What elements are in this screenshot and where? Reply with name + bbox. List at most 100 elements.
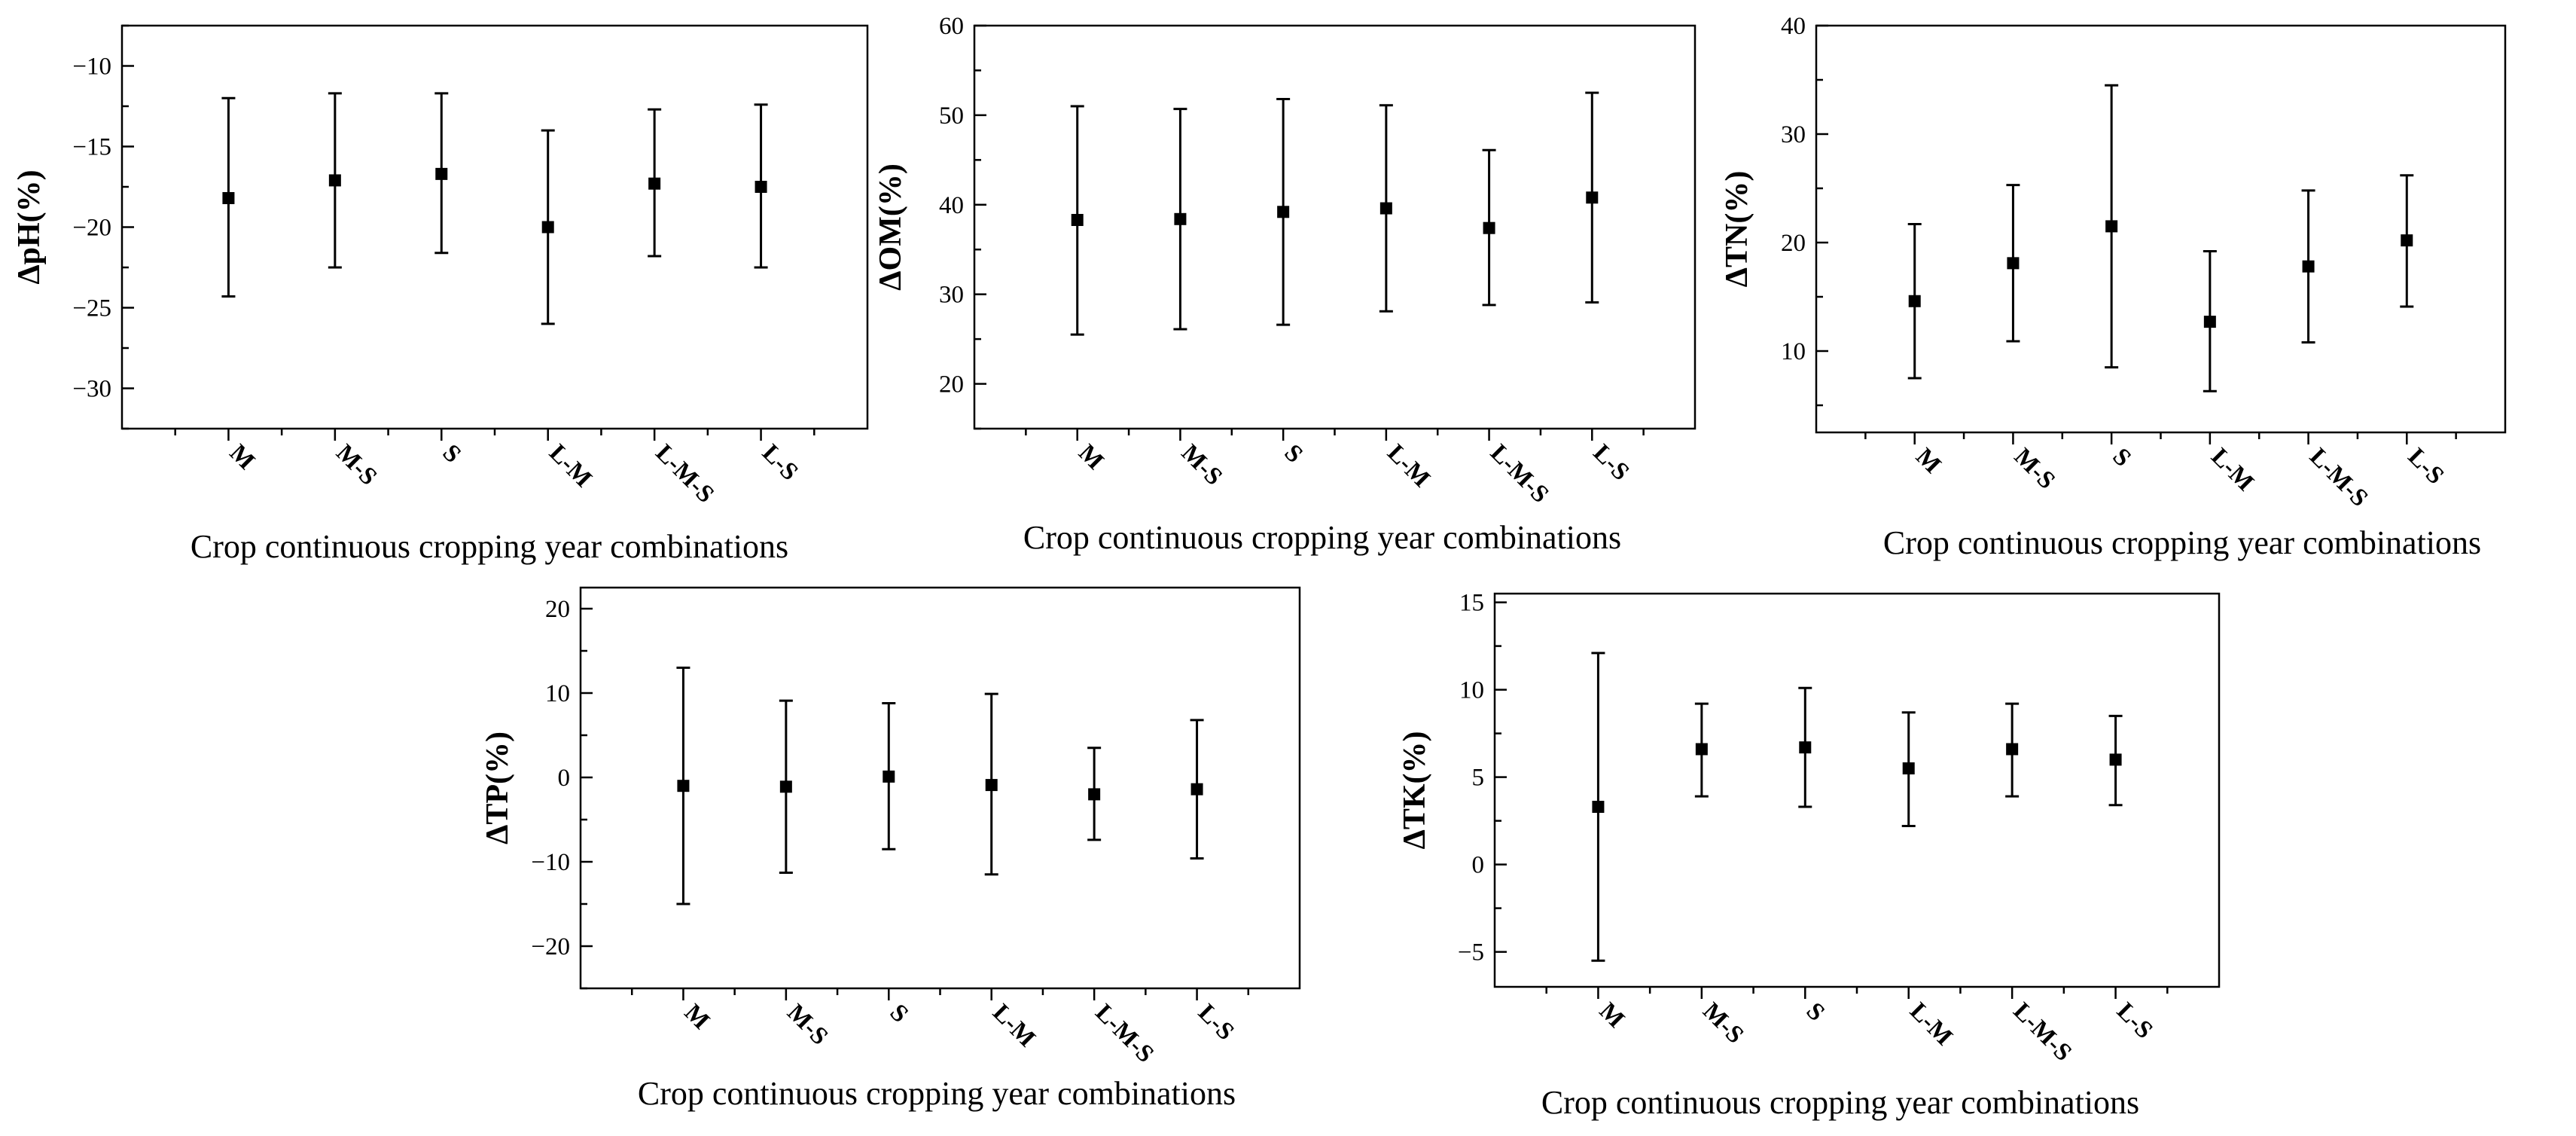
x-category-label: L-M (987, 999, 1041, 1052)
mean-marker-L-M (1902, 762, 1915, 774)
mean-marker-L-S (1586, 191, 1599, 204)
y-tick-label: 10 (1459, 677, 1484, 704)
x-category-label: L-S (2403, 443, 2449, 490)
x-axis-title: Crop continuous cropping year combinatio… (191, 528, 788, 565)
y-axis-title: ΔTP(%) (480, 731, 515, 844)
mean-marker-L-M (2203, 316, 2216, 328)
mean-marker-L-M-S (648, 177, 661, 190)
x-category-label: M (1073, 439, 1108, 475)
mean-marker-S (1277, 206, 1290, 218)
x-category-label: L-M (544, 439, 597, 493)
mean-marker-M-S (328, 174, 341, 187)
x-category-label: M-S (331, 439, 382, 490)
x-category-label: M-S (2009, 443, 2060, 494)
x-category-label: S (885, 999, 913, 1028)
mean-marker-M (1592, 801, 1605, 814)
mean-marker-L-M-S (2006, 743, 2019, 756)
x-category-label: M-S (782, 999, 833, 1050)
y-tick-label: 50 (939, 102, 964, 130)
x-category-label: L-S (757, 439, 803, 486)
chart-tn: 10 20 30 40 M M-S S L-M L-M-S L-S ΔTN(%) Crop conti… (1720, 13, 2507, 561)
x-category-label: L-S (1193, 999, 1239, 1046)
mean-marker-M (1908, 295, 1921, 307)
mean-marker-M (1071, 213, 1084, 226)
y-tick-label: 20 (545, 596, 570, 623)
y-axis-title: ΔTN(%) (1720, 171, 1754, 288)
y-tick-label: −10 (72, 53, 111, 81)
mean-marker-M-S (779, 780, 792, 793)
y-tick-label: 40 (939, 192, 964, 219)
y-axis-title: ΔTK(%) (1398, 731, 1432, 850)
chart-ph: −30 −25 −20 −15 −10 M M-S S L-M L-M-S L-S ΔpH(%) Cro… (12, 24, 869, 565)
y-tick-label: −30 (72, 376, 111, 403)
mean-marker-L-S (2401, 234, 2413, 247)
mean-marker-M (222, 191, 235, 204)
x-category-label: M (1594, 997, 1629, 1033)
y-tick-label: 20 (939, 371, 964, 399)
x-category-label: M (679, 999, 715, 1034)
x-axis-title: Crop continuous cropping year combinatio… (1883, 524, 2481, 561)
mean-marker-L-M (985, 779, 998, 792)
y-tick-label: 10 (545, 680, 570, 707)
y-tick-label: 0 (1472, 852, 1485, 879)
y-tick-label: 10 (1781, 338, 1806, 365)
chart-tk: −5 0 5 10 15 M M-S S L-M L-M-S L-S ΔTK(%) Crop conti… (1398, 590, 2221, 1121)
x-axis-title: Crop continuous cropping year combinatio… (638, 1075, 1236, 1112)
x-category-label: M (224, 439, 260, 475)
y-tick-label: −25 (72, 295, 111, 322)
mean-marker-L-M-S (1088, 788, 1101, 801)
x-category-label: M (1910, 443, 1946, 478)
y-tick-label: −5 (1458, 939, 1484, 967)
y-axis-title: ΔpH(%) (12, 169, 47, 284)
x-category-label: S (437, 439, 466, 468)
x-category-label: L-S (1588, 439, 1635, 486)
y-tick-label: 0 (558, 765, 571, 792)
mean-marker-M-S (1174, 212, 1187, 225)
y-tick-label: −10 (531, 849, 570, 876)
plot-frame (973, 24, 1697, 430)
mean-marker-L-S (2109, 753, 2122, 766)
x-axis-title: Crop continuous cropping year combinatio… (1023, 519, 1621, 556)
mean-marker-M-S (1695, 743, 1708, 756)
y-tick-label: 30 (1781, 121, 1806, 148)
x-category-label: S (2107, 443, 2135, 472)
y-tick-label: 60 (939, 13, 964, 40)
x-category-label: L-M (1382, 439, 1435, 493)
x-category-label: L-M-S (1090, 999, 1159, 1068)
y-tick-label: 5 (1472, 765, 1485, 792)
mean-marker-M-S (2007, 257, 2020, 270)
mean-marker-S (2105, 220, 2118, 233)
x-category-label: S (1801, 997, 1830, 1026)
plot-frame (120, 24, 869, 430)
x-category-label: L-M (2206, 443, 2259, 496)
mean-marker-S (435, 167, 448, 180)
y-axis-title: ΔOM(%) (873, 163, 908, 291)
x-category-label: L-S (2111, 997, 2158, 1044)
x-category-label: L-M-S (2007, 997, 2077, 1067)
mean-marker-L-S (755, 181, 767, 193)
mean-marker-L-M (1379, 202, 1392, 215)
y-tick-label: 20 (1781, 230, 1806, 257)
x-category-label: L-M-S (1485, 439, 1554, 508)
mean-marker-M (677, 780, 690, 792)
x-category-label: M-S (1697, 997, 1748, 1049)
y-tick-label: 15 (1459, 590, 1484, 617)
mean-marker-L-S (1190, 783, 1203, 796)
chart-om: 20 30 40 50 60 M M-S S L-M L-M-S L-S ΔOM(%) Crop con… (873, 13, 1697, 556)
mean-marker-L-M-S (1483, 221, 1495, 234)
x-category-label: L-M-S (2304, 443, 2373, 512)
y-tick-label: −15 (72, 134, 111, 161)
x-axis-title: Crop continuous cropping year combinatio… (1541, 1084, 2139, 1121)
plot-frame (1815, 24, 2507, 434)
mean-marker-L-M-S (2302, 260, 2315, 273)
y-tick-label: 30 (939, 282, 964, 309)
mean-marker-L-M (541, 221, 554, 234)
mean-marker-S (883, 770, 895, 783)
y-tick-label: 40 (1781, 13, 1806, 40)
x-category-label: L-M-S (650, 439, 719, 508)
mean-marker-S (1799, 741, 1812, 754)
chart-tp: −20 −10 0 10 20 M M-S S L-M L-M-S L-S ΔTP(%) Crop co… (480, 586, 1301, 1112)
y-tick-label: −20 (531, 933, 570, 960)
x-category-label: M-S (1176, 439, 1227, 490)
